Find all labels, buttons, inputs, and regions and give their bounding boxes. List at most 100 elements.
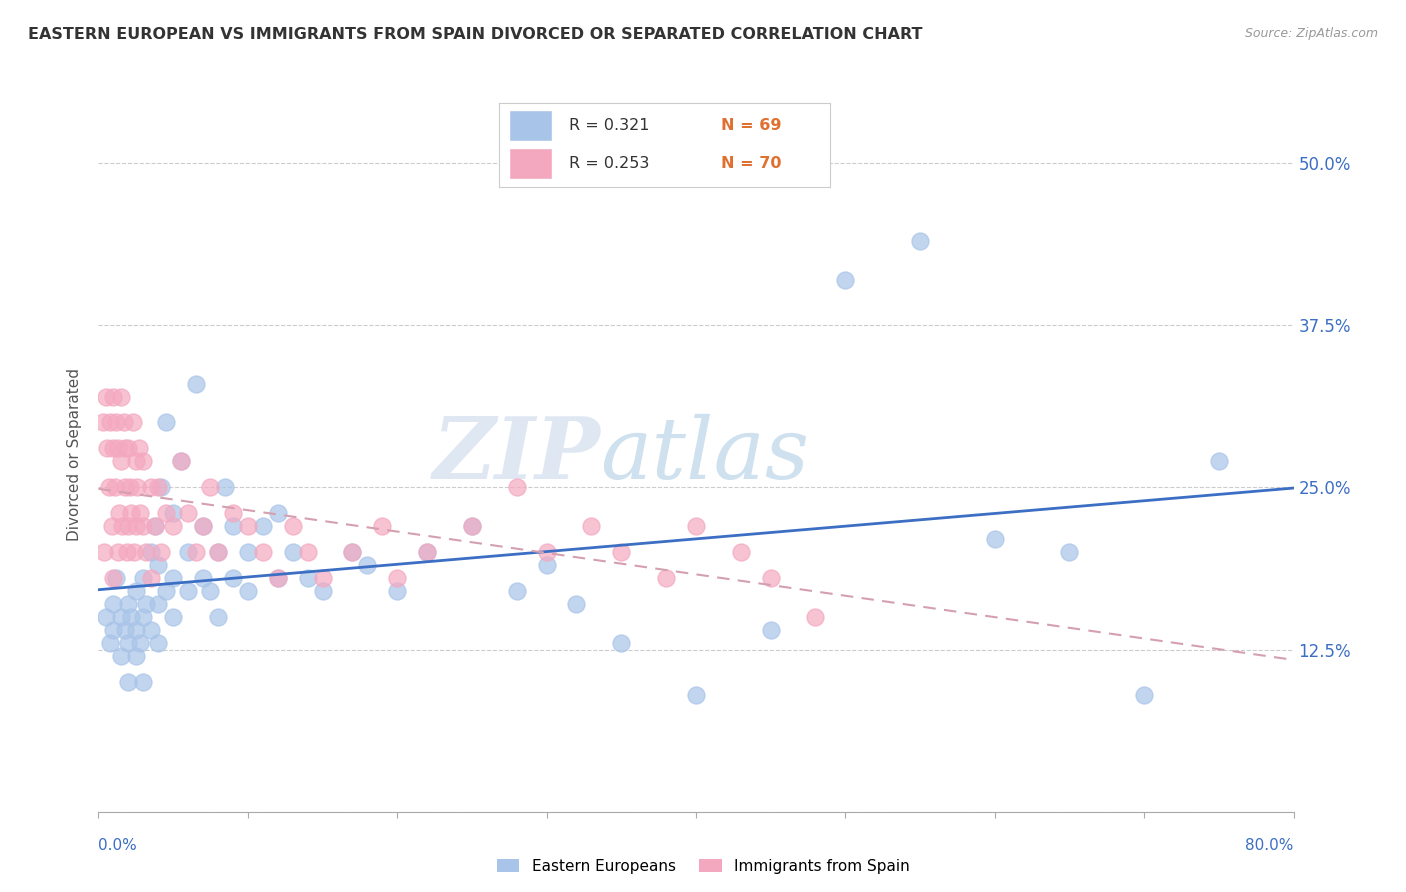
Point	[105, 416, 128, 430]
Point	[191, 519, 214, 533]
Text: 0.0%: 0.0%	[98, 838, 138, 854]
Point	[155, 506, 177, 520]
Point	[385, 584, 409, 599]
Point	[100, 416, 122, 430]
Text: R = 0.253: R = 0.253	[568, 156, 650, 171]
Point	[759, 623, 782, 637]
Point	[128, 442, 150, 456]
Point	[759, 571, 782, 585]
Point	[150, 480, 173, 494]
Point	[143, 519, 166, 533]
Point	[103, 597, 125, 611]
Point	[184, 545, 207, 559]
Point	[236, 584, 259, 599]
Point	[169, 454, 191, 468]
Point	[132, 571, 155, 585]
Point	[177, 584, 200, 599]
Point	[252, 519, 274, 533]
Point	[207, 545, 229, 559]
Point	[139, 480, 162, 494]
Point	[267, 506, 290, 520]
Point	[1133, 688, 1156, 702]
Point	[506, 584, 529, 599]
Point	[127, 480, 149, 494]
Point	[804, 610, 827, 624]
Point	[214, 480, 236, 494]
Point	[114, 480, 136, 494]
Y-axis label: Divorced or Separated: Divorced or Separated	[67, 368, 83, 541]
Point	[103, 442, 125, 456]
Point	[685, 519, 707, 533]
Point	[148, 480, 170, 494]
Point	[132, 454, 155, 468]
Point	[342, 545, 364, 559]
Point	[281, 519, 304, 533]
Point	[121, 416, 143, 430]
Point	[132, 610, 155, 624]
Point	[162, 610, 184, 624]
Point	[129, 636, 152, 650]
Point	[207, 610, 229, 624]
Point	[281, 545, 304, 559]
Point	[124, 545, 146, 559]
Point	[114, 623, 136, 637]
Point	[177, 506, 200, 520]
Point	[655, 571, 678, 585]
Point	[148, 597, 170, 611]
Point	[252, 545, 274, 559]
Point	[984, 533, 1007, 547]
Point	[184, 376, 207, 391]
FancyBboxPatch shape	[509, 148, 553, 178]
Point	[356, 558, 378, 573]
Point	[104, 480, 127, 494]
Point	[107, 545, 129, 559]
Point	[461, 519, 484, 533]
Point	[297, 545, 319, 559]
Point	[155, 584, 177, 599]
Point	[132, 519, 155, 533]
Point	[311, 571, 333, 585]
Point	[115, 545, 138, 559]
Point	[506, 480, 529, 494]
Point	[297, 571, 319, 585]
Point	[536, 545, 558, 559]
Point	[129, 506, 152, 520]
Point	[416, 545, 439, 559]
Point	[135, 597, 157, 611]
Point	[117, 675, 139, 690]
Point	[222, 519, 245, 533]
Point	[120, 506, 142, 520]
Point	[125, 454, 148, 468]
Point	[191, 519, 214, 533]
Point	[96, 442, 118, 456]
Point	[148, 636, 170, 650]
Point	[1208, 454, 1230, 468]
Point	[139, 571, 162, 585]
Point	[150, 545, 173, 559]
Point	[200, 584, 222, 599]
Legend: Eastern Europeans, Immigrants from Spain: Eastern Europeans, Immigrants from Spain	[491, 853, 915, 880]
Point	[267, 571, 290, 585]
Point	[267, 571, 290, 585]
Point	[342, 545, 364, 559]
Point	[103, 390, 125, 404]
Point	[117, 442, 139, 456]
Point	[581, 519, 603, 533]
Point	[685, 688, 707, 702]
Point	[610, 636, 633, 650]
Point	[118, 480, 141, 494]
Point	[236, 545, 259, 559]
Text: N = 70: N = 70	[720, 156, 780, 171]
Point	[125, 623, 148, 637]
Point	[610, 545, 633, 559]
Text: N = 69: N = 69	[720, 118, 780, 133]
Point	[132, 675, 155, 690]
Point	[110, 454, 132, 468]
Point	[97, 480, 120, 494]
Point	[191, 571, 214, 585]
Point	[169, 454, 191, 468]
Point	[536, 558, 558, 573]
Point	[125, 519, 148, 533]
Point	[120, 610, 142, 624]
Point	[94, 390, 117, 404]
